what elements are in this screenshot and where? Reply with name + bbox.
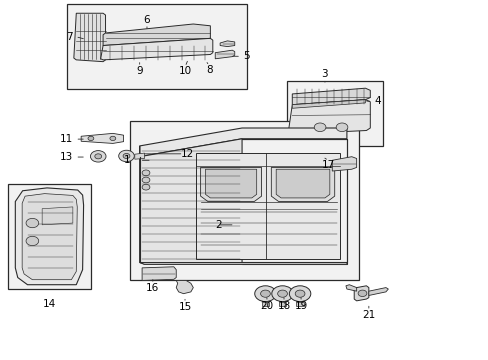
Polygon shape <box>205 169 256 198</box>
Polygon shape <box>353 286 368 301</box>
Polygon shape <box>42 207 73 225</box>
FancyBboxPatch shape <box>130 121 358 280</box>
Text: 14: 14 <box>43 299 56 309</box>
Circle shape <box>314 123 325 132</box>
Polygon shape <box>220 41 234 46</box>
Polygon shape <box>331 157 356 171</box>
Polygon shape <box>81 134 123 143</box>
Polygon shape <box>195 153 339 259</box>
Polygon shape <box>103 24 210 45</box>
Polygon shape <box>215 50 234 59</box>
Text: 2: 2 <box>215 220 222 230</box>
Text: 6: 6 <box>143 15 150 25</box>
FancyBboxPatch shape <box>66 4 246 89</box>
Polygon shape <box>142 267 176 280</box>
Polygon shape <box>140 139 242 264</box>
Circle shape <box>90 150 106 162</box>
Circle shape <box>277 290 287 297</box>
Text: 11: 11 <box>60 134 73 144</box>
Text: 19: 19 <box>294 301 307 311</box>
Polygon shape <box>140 128 346 157</box>
Polygon shape <box>276 169 329 198</box>
Text: 16: 16 <box>146 283 159 293</box>
Polygon shape <box>271 167 334 202</box>
Polygon shape <box>15 188 83 285</box>
Polygon shape <box>74 13 105 62</box>
Text: 3: 3 <box>321 69 327 79</box>
Polygon shape <box>345 285 356 291</box>
Circle shape <box>95 154 102 159</box>
Circle shape <box>119 150 134 162</box>
Circle shape <box>142 177 150 183</box>
Circle shape <box>335 123 347 132</box>
FancyBboxPatch shape <box>287 81 383 146</box>
Polygon shape <box>288 100 369 134</box>
Circle shape <box>142 170 150 176</box>
Text: 12: 12 <box>181 149 194 159</box>
Text: 4: 4 <box>373 96 380 106</box>
Polygon shape <box>278 302 286 306</box>
Circle shape <box>260 290 270 297</box>
Text: 15: 15 <box>178 302 191 312</box>
Text: 7: 7 <box>66 32 73 41</box>
Text: 8: 8 <box>205 65 212 75</box>
Circle shape <box>271 286 293 302</box>
Circle shape <box>357 290 366 297</box>
Circle shape <box>26 219 39 228</box>
Circle shape <box>142 184 150 190</box>
Polygon shape <box>242 139 346 264</box>
Circle shape <box>26 236 39 246</box>
Polygon shape <box>292 88 369 105</box>
Polygon shape <box>176 280 193 294</box>
Text: 10: 10 <box>178 66 191 76</box>
Text: 5: 5 <box>243 51 249 61</box>
Polygon shape <box>261 302 269 306</box>
Polygon shape <box>101 39 212 60</box>
Polygon shape <box>200 167 261 202</box>
Polygon shape <box>135 153 144 159</box>
Circle shape <box>123 153 130 158</box>
Polygon shape <box>368 288 387 296</box>
Text: 18: 18 <box>277 301 290 311</box>
Polygon shape <box>292 100 365 108</box>
Polygon shape <box>22 194 77 280</box>
Text: 13: 13 <box>60 152 73 162</box>
Text: 17: 17 <box>322 160 335 170</box>
Text: 21: 21 <box>362 310 375 320</box>
Circle shape <box>295 290 305 297</box>
Text: 20: 20 <box>260 301 273 311</box>
Text: 1: 1 <box>124 155 131 165</box>
Polygon shape <box>296 302 304 306</box>
Text: 9: 9 <box>136 66 142 76</box>
Polygon shape <box>140 262 346 264</box>
Circle shape <box>254 286 276 302</box>
Circle shape <box>110 136 116 140</box>
FancyBboxPatch shape <box>8 184 91 289</box>
Circle shape <box>88 136 94 140</box>
Circle shape <box>289 286 310 302</box>
